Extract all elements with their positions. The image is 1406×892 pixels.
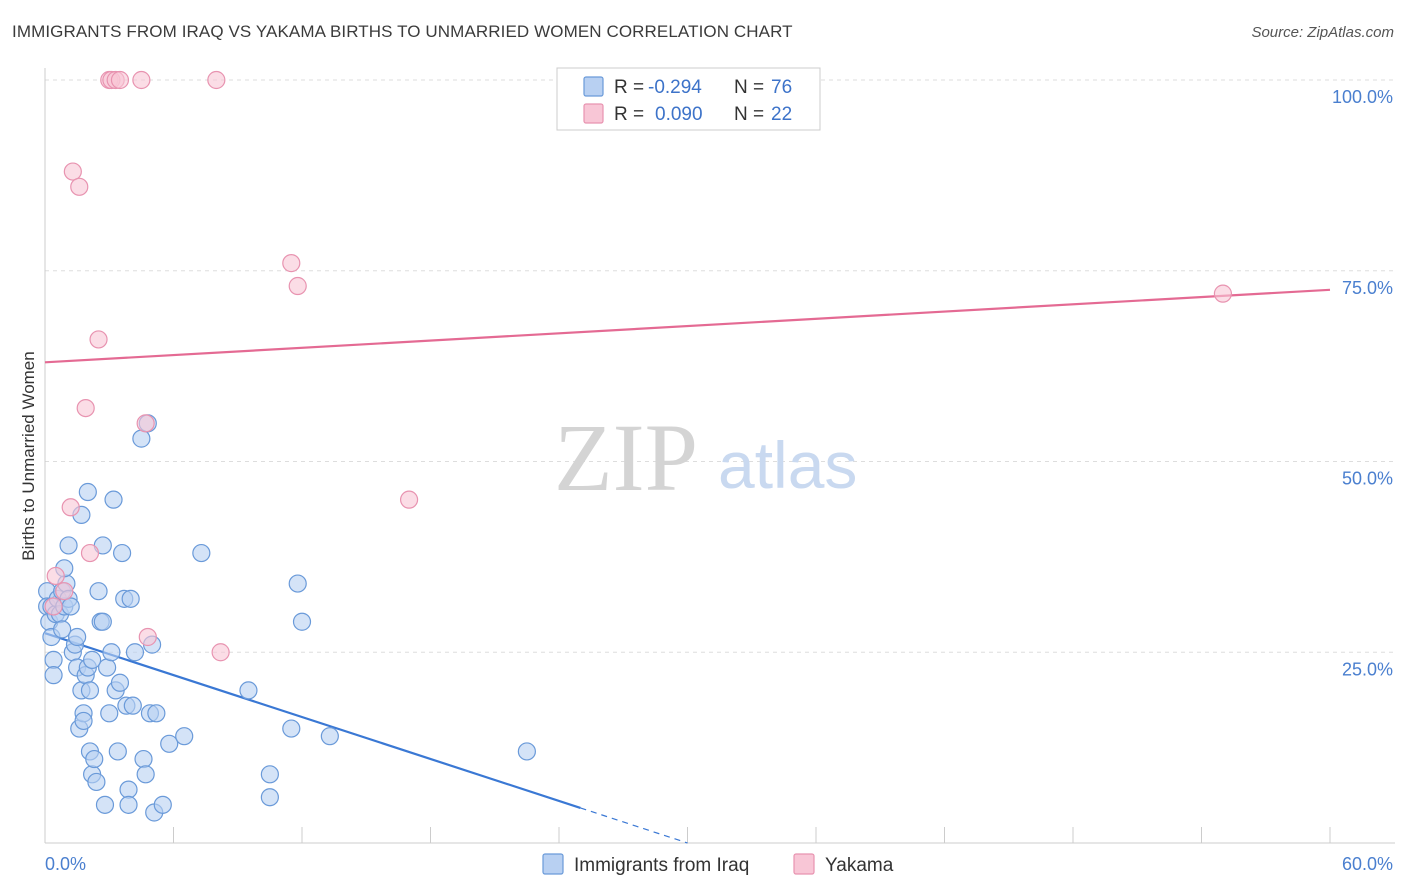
- data-point-yakama: [1213, 284, 1233, 303]
- x-tick-label: 0.0%: [45, 854, 86, 874]
- data-point-yakama: [63, 162, 82, 181]
- legend-r-label-2: R =: [614, 104, 644, 125]
- legend-r-value-1: -0.294: [648, 77, 702, 98]
- data-point-iraq: [147, 704, 166, 723]
- data-point-yakama: [70, 177, 89, 196]
- legend-n-value-1: 76: [771, 77, 792, 98]
- data-point-iraq: [59, 536, 78, 555]
- data-point-iraq: [136, 765, 155, 784]
- data-point-iraq: [292, 612, 312, 631]
- data-point-iraq: [121, 589, 140, 608]
- chart-title: IMMIGRANTS FROM IRAQ VS YAKAMA BIRTHS TO…: [12, 22, 793, 41]
- data-point-iraq: [160, 734, 179, 753]
- series-legend: Immigrants from Iraq Yakama: [542, 853, 894, 876]
- series-legend-swatch-iraq: [542, 853, 564, 875]
- data-point-iraq: [125, 643, 145, 662]
- y-tick-label: 25.0%: [1342, 659, 1393, 679]
- data-point-iraq: [112, 543, 132, 563]
- data-point-yakama: [55, 582, 74, 601]
- series-legend-label-iraq: Immigrants from Iraq: [574, 855, 749, 876]
- trend-lines: [44, 288, 1331, 844]
- watermark-zip: ZIP: [554, 404, 698, 511]
- data-point-iraq: [110, 673, 130, 692]
- trend-line-iraq: [44, 632, 581, 809]
- data-point-yakama: [399, 490, 419, 509]
- legend-r-label-1: R =: [614, 77, 644, 98]
- data-point-iraq: [95, 795, 115, 814]
- x-tick-labels: 0.0% 60.0%: [45, 854, 1393, 874]
- data-point-iraq: [153, 795, 172, 814]
- legend-r-value-2: 0.090: [655, 104, 703, 125]
- legend-swatch-pink: [583, 103, 604, 124]
- data-point-yakama: [61, 498, 80, 517]
- data-point-iraq: [288, 574, 307, 593]
- data-point-iraq: [74, 711, 93, 731]
- data-point-iraq: [61, 597, 80, 616]
- data-point-iraq: [108, 742, 127, 761]
- data-point-iraq: [260, 788, 279, 807]
- data-point-yakama: [136, 414, 155, 433]
- legend-n-label-1: N =: [734, 77, 764, 98]
- data-point-iraq: [104, 490, 123, 509]
- y-axis-label: Births to Unmarried Women: [19, 351, 38, 560]
- data-point-iraq: [85, 749, 104, 769]
- legend-n-label-2: N =: [734, 104, 764, 125]
- data-point-yakama: [76, 398, 95, 418]
- data-point-yakama: [110, 70, 130, 90]
- data-point-yakama: [44, 597, 63, 616]
- x-tick-label: 60.0%: [1342, 854, 1393, 874]
- data-point-iraq: [100, 704, 119, 723]
- data-point-yakama: [89, 330, 108, 349]
- data-point-iraq: [68, 627, 87, 647]
- data-point-iraq: [119, 795, 138, 814]
- data-point-iraq: [132, 429, 151, 448]
- data-point-yakama: [138, 627, 157, 647]
- data-point-iraq: [517, 742, 536, 761]
- data-point-yakama: [132, 70, 151, 90]
- data-point-iraq: [83, 650, 102, 669]
- y-tick-labels: 25.0% 50.0% 75.0% 100.0%: [1332, 87, 1393, 679]
- y-tick-label: 75.0%: [1342, 278, 1393, 298]
- watermark-atlas: atlas: [718, 428, 857, 502]
- gridlines: [45, 79, 1395, 653]
- data-point-iraq: [239, 681, 258, 700]
- data-points: [38, 70, 1233, 822]
- axes: [44, 68, 1395, 844]
- data-point-iraq: [93, 612, 112, 631]
- data-point-iraq: [119, 780, 138, 799]
- data-point-iraq: [44, 666, 63, 685]
- data-point-iraq: [102, 643, 121, 662]
- data-point-iraq: [123, 696, 142, 715]
- data-point-iraq: [87, 772, 106, 792]
- data-point-iraq: [78, 482, 97, 502]
- series-legend-swatch-yakama: [793, 853, 815, 875]
- data-point-iraq: [175, 727, 194, 746]
- data-point-yakama: [282, 254, 301, 273]
- data-point-iraq: [53, 620, 72, 639]
- legend-n-value-2: 22: [771, 104, 792, 125]
- trend-line-yakama: [44, 288, 1331, 364]
- data-point-yakama: [207, 70, 226, 90]
- legend-swatch-blue: [583, 76, 604, 97]
- data-point-iraq: [192, 543, 211, 563]
- data-point-iraq: [98, 658, 117, 677]
- series-legend-label-yakama: Yakama: [825, 855, 894, 876]
- data-point-iraq: [80, 681, 100, 700]
- data-point-yakama: [211, 643, 230, 662]
- data-point-yakama: [46, 566, 65, 586]
- y-tick-label: 50.0%: [1342, 469, 1393, 489]
- data-point-yakama: [288, 276, 307, 296]
- data-point-iraq: [134, 749, 153, 769]
- trend-line-iraq-extension: [580, 807, 688, 844]
- data-point-yakama: [80, 543, 100, 563]
- data-point-iraq: [89, 582, 108, 601]
- data-point-iraq: [44, 650, 63, 669]
- data-point-iraq: [282, 719, 301, 738]
- source-credit: Source: ZipAtlas.com: [1251, 24, 1394, 41]
- data-point-iraq: [260, 765, 279, 784]
- data-point-iraq: [320, 727, 339, 746]
- y-tick-label: 100.0%: [1332, 87, 1393, 107]
- stats-legend: R = -0.294 N = 76 R = 0.090 N = 22: [556, 67, 821, 131]
